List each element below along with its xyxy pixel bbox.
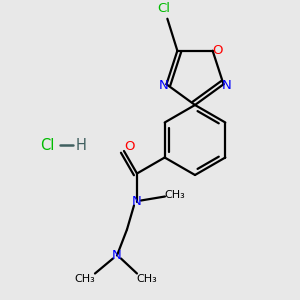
Text: N: N <box>132 195 142 208</box>
Text: Cl: Cl <box>157 2 170 15</box>
Text: N: N <box>222 79 231 92</box>
Text: Cl: Cl <box>40 137 54 152</box>
Text: CH₃: CH₃ <box>165 190 185 200</box>
Text: N: N <box>159 79 168 92</box>
Text: N: N <box>112 249 122 262</box>
Text: O: O <box>212 44 223 57</box>
Text: O: O <box>125 140 135 154</box>
Text: CH₃: CH₃ <box>136 274 158 284</box>
Text: H: H <box>76 137 86 152</box>
Text: CH₃: CH₃ <box>75 274 95 284</box>
